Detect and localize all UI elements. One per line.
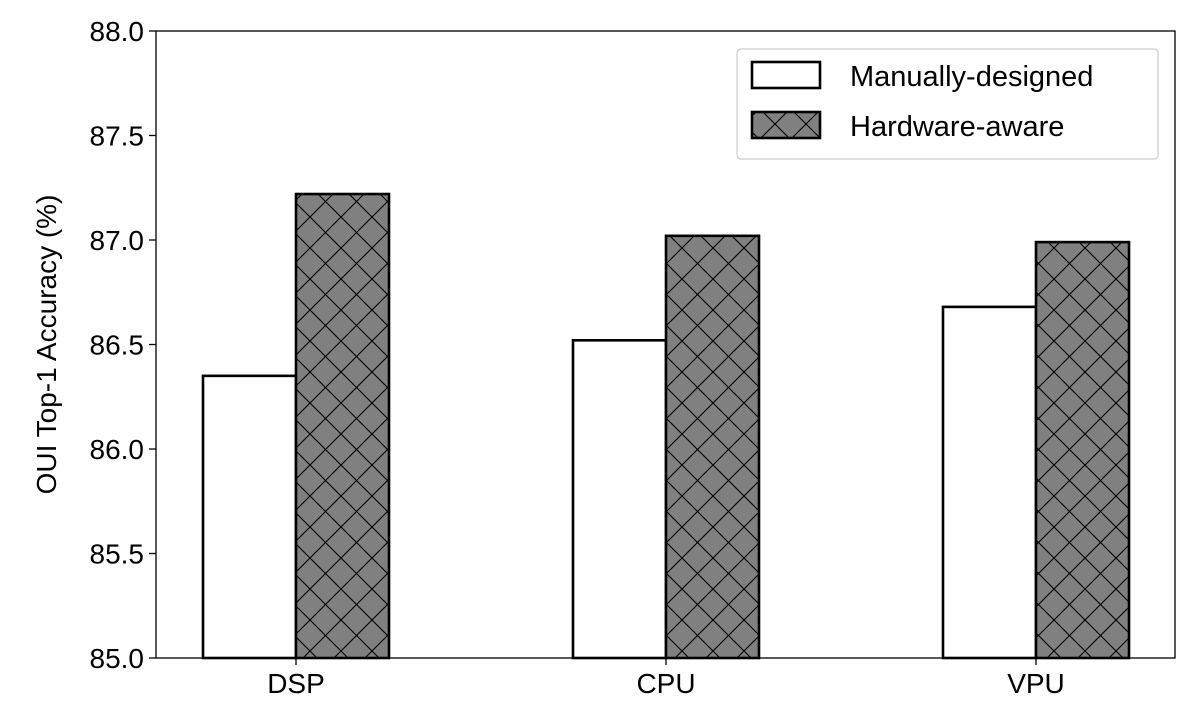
y-axis-ticks: 85.0 85.5 86.0 86.5 87.0 87.5 88.0: [90, 16, 156, 674]
x-axis-ticks: DSP CPU VPU: [267, 658, 1065, 699]
bar-dsp-hardware-aware: [294, 192, 391, 660]
legend-label-hardware-aware: Hardware-aware: [850, 111, 1064, 143]
x-tick-label-dsp: DSP: [267, 668, 325, 699]
x-tick-label-vpu: VPU: [1007, 668, 1065, 699]
y-tick-label: 85.0: [90, 643, 145, 674]
bar-vpu-manually-designed: [941, 305, 1038, 660]
legend-box: [736, 48, 1159, 160]
bars-group: [201, 192, 1131, 660]
bar-cpu-manually-designed: [571, 339, 668, 660]
y-tick-label: 86.0: [90, 434, 145, 465]
x-tick-label-cpu: CPU: [636, 668, 695, 699]
y-tick-label: 85.5: [90, 539, 145, 570]
y-tick-label: 86.5: [90, 330, 145, 361]
y-tick-label: 88.0: [90, 16, 145, 47]
y-axis-title: OUI Top-1 Accuracy (%): [31, 195, 62, 495]
plot-area-frame: [155, 30, 1176, 659]
legend-swatch-manually-designed: [750, 60, 822, 90]
legend-swatch-hardware-aware: [750, 110, 822, 140]
bar-vpu-hardware-aware: [1034, 240, 1131, 660]
y-tick-label: 87.0: [90, 225, 145, 256]
y-tick-label: 87.5: [90, 121, 145, 152]
legend-label-manually-designed: Manually-designed: [850, 61, 1093, 93]
legend: Manually-designed Hardware-aware: [736, 48, 1159, 160]
bar-cpu-hardware-aware: [664, 234, 761, 660]
bar-dsp-manually-designed: [201, 374, 298, 660]
